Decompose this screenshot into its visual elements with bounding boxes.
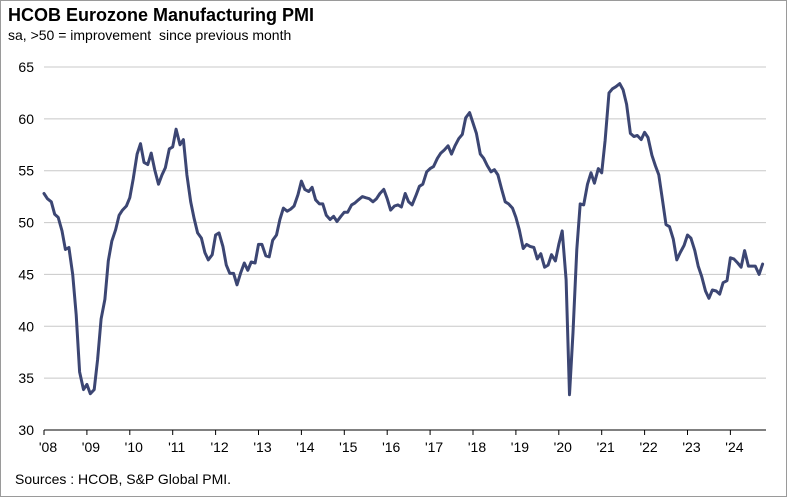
- y-tick-label-45: 45: [18, 266, 34, 282]
- y-tick-label-65: 65: [18, 59, 34, 75]
- y-tick-label-50: 50: [18, 215, 34, 231]
- chart-subtitle: sa, >50 = improvement since previous mon…: [8, 27, 292, 43]
- x-tick-label-2018: '18: [468, 439, 486, 455]
- x-tick-label-2019: '19: [511, 439, 529, 455]
- x-tick-label-2021: '21: [597, 439, 615, 455]
- x-tick-label-2017: '17: [425, 439, 443, 455]
- chart-source: Sources : HCOB, S&P Global PMI.: [15, 471, 232, 487]
- x-tick-label-2015: '15: [339, 439, 357, 455]
- x-tick-label-2016: '16: [382, 439, 400, 455]
- x-tick-label-2020: '20: [554, 439, 572, 455]
- x-tick-label-2010: '10: [125, 439, 143, 455]
- y-tick-label-55: 55: [18, 163, 34, 179]
- y-tick-label-60: 60: [18, 111, 34, 127]
- x-tick-label-2022: '22: [639, 439, 657, 455]
- x-tick-label-2023: '23: [682, 439, 700, 455]
- x-tick-label-2008: '08: [39, 439, 57, 455]
- y-tick-label-30: 30: [18, 422, 34, 438]
- x-tick-label-2013: '13: [253, 439, 271, 455]
- x-tick-label-2014: '14: [296, 439, 314, 455]
- series-line-0: [42, 82, 765, 397]
- chart-title: HCOB Eurozone Manufacturing PMI: [8, 5, 314, 25]
- x-tick-label-2009: '09: [82, 439, 100, 455]
- y-tick-label-35: 35: [18, 370, 34, 386]
- x-tick-label-2024: '24: [725, 439, 743, 455]
- y-tick-label-40: 40: [18, 318, 34, 334]
- x-tick-label-2011: '11: [168, 439, 185, 455]
- x-tick-label-2012: '12: [210, 439, 228, 455]
